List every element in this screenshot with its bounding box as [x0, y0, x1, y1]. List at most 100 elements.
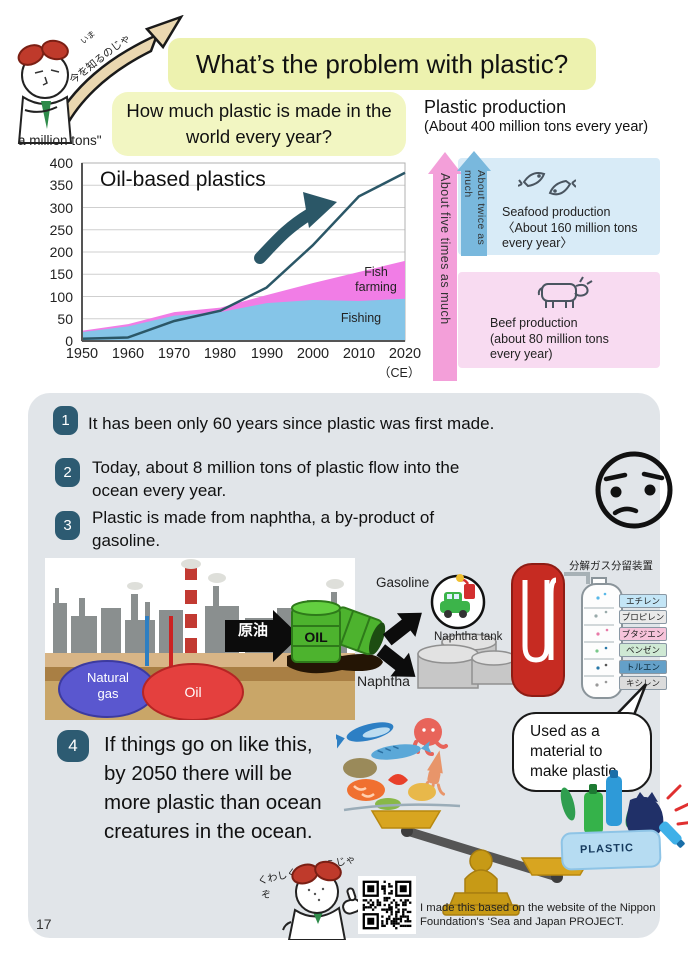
salmon-fillet: [347, 779, 385, 801]
bubble-tail: [613, 683, 648, 716]
worried-face-icon: [595, 451, 673, 529]
y-tick: 100: [49, 289, 73, 305]
point-4-badge: 4: [57, 730, 89, 762]
crude-oil-arrow: [225, 610, 300, 662]
mascot-body: [17, 95, 73, 144]
mascot-face: [34, 69, 60, 86]
x-tick: 1960: [111, 346, 145, 362]
to-naphtha-arrow: [376, 644, 416, 677]
point-4-text: If things go on like this, by 2050 there…: [104, 733, 322, 843]
plastic-material-bubble: Used as a material to make plastic: [512, 712, 652, 792]
gasoline-icon: [430, 574, 486, 630]
big-arrow-head: [144, 15, 184, 50]
gas-pipe: [145, 616, 149, 666]
trash-bag: [626, 792, 664, 839]
point-3-badge: 3: [55, 511, 80, 540]
emphasis-burst: [666, 784, 688, 826]
cracked-gas-label: 分解ガス: [569, 560, 611, 572]
mackerel: [371, 741, 432, 760]
oil-deposit-label: Oil: [184, 684, 202, 700]
plastic-bag: [560, 829, 662, 871]
flatfish: [343, 758, 377, 778]
y-tick: 200: [49, 244, 73, 260]
cracking-furnace: [511, 563, 565, 697]
seafood-production-box: [458, 158, 660, 255]
y-tick: 50: [57, 311, 73, 327]
y-axis-unit-label: a million tons": [18, 133, 102, 148]
oil-deposit: [142, 663, 244, 720]
tuna: [336, 722, 394, 749]
blue-bottle: [606, 770, 622, 826]
five-times-arrow: About five times as much: [428, 152, 462, 382]
thumbs-up-hand: [342, 887, 362, 915]
point-3-text: Plastic is made from naphtha, a by-produ…: [92, 508, 435, 550]
striped-chimney: [185, 568, 197, 653]
page-number: 17: [36, 916, 52, 932]
chart-series-title: Oil-based plastics: [100, 168, 266, 191]
chemical-label-propylene: プロピレン: [619, 610, 667, 624]
y-tick: 300: [49, 200, 73, 216]
chemical-label-butadiene: ブタジエン: [619, 627, 667, 641]
mascot-with-arrow-illustration: [17, 15, 184, 144]
chemical-label-benzene: ベンゼン: [619, 643, 667, 657]
twice-arrow: About twice as much: [457, 151, 491, 257]
small-bottle: [659, 821, 685, 848]
y-tick: 150: [49, 266, 73, 282]
mascot-arm: [24, 106, 58, 113]
x-axis-unit-label: （CE）: [378, 366, 421, 380]
x-tick: 1970: [157, 346, 191, 362]
mascot-body: [287, 906, 347, 940]
y-tick: 400: [49, 155, 73, 171]
mascot-collar: [313, 912, 323, 924]
natural-gas-label: Natural gas: [87, 670, 129, 701]
needlefish: [343, 803, 461, 812]
plastic-production-subtitle: (About 400 million tons every year): [424, 119, 649, 135]
beef-production-box: [458, 272, 660, 368]
chemical-label-toluene: トルエン: [619, 660, 667, 674]
beef-production-text: Beef production (about 80 million tons e…: [490, 316, 609, 361]
x-tick: 1950: [65, 346, 99, 362]
twice-arrow-label: About twice as much: [462, 170, 487, 246]
chemical-label-ethylene: エチレン: [619, 594, 667, 608]
x-tick: 1990: [250, 346, 284, 362]
refinery-diagram: [376, 563, 628, 699]
point-2-text: Today, about 8 million tons of plastic f…: [92, 458, 460, 500]
y-tick: 350: [49, 177, 73, 193]
x-tick: 1980: [203, 346, 237, 362]
naphtha-label: Naphtha: [357, 673, 410, 689]
smoke: [127, 559, 344, 590]
seafood-production-text: Seafood production 〈About 160 million to…: [502, 205, 638, 250]
attribution-text: I made this based on the website of the …: [420, 902, 656, 928]
shrimp: [388, 774, 408, 785]
x-tick: 2000: [296, 346, 330, 362]
seafood-plastics-chart: 400 350 300 250 200 150 100 50 0 1950 19…: [15, 128, 447, 380]
fractionating-column: [581, 577, 628, 699]
fish-farming-area-label: Fish farming: [355, 265, 397, 294]
x-tick: 2020: [388, 346, 422, 362]
sea-creatures-pile: [336, 718, 461, 812]
question-box: How much plastic is made in the world ev…: [112, 92, 406, 156]
barrel-oil-label: OIL: [304, 629, 328, 645]
x-tick: 2010: [342, 346, 376, 362]
page-title: What’s the problem with plastic?: [168, 38, 596, 90]
vapor-dots: [594, 592, 609, 687]
fishing-area-label: Fishing: [340, 311, 382, 325]
y-tick: 0: [65, 333, 73, 349]
crude-oil-label: 原油: [237, 622, 268, 639]
pivot-stand: [442, 849, 520, 916]
beef-icon: [537, 276, 593, 308]
point-1-text: It has been only 60 years since plastic …: [88, 414, 495, 433]
seafood-icon: [518, 172, 576, 196]
plastic-waste-pile: [560, 770, 688, 871]
qr-code: [358, 876, 416, 934]
chart-canvas: [81, 162, 406, 342]
point-2-badge: 2: [55, 458, 80, 487]
five-times-arrow-label: About five times as much: [438, 173, 452, 325]
left-pan: [370, 810, 442, 829]
mascot-hair-right: [41, 39, 69, 61]
mascot-tie: [41, 101, 51, 129]
oil-pipe: [169, 616, 173, 674]
gasoline-label: Gasoline: [376, 575, 430, 590]
big-arrow-shape: [45, 32, 160, 141]
